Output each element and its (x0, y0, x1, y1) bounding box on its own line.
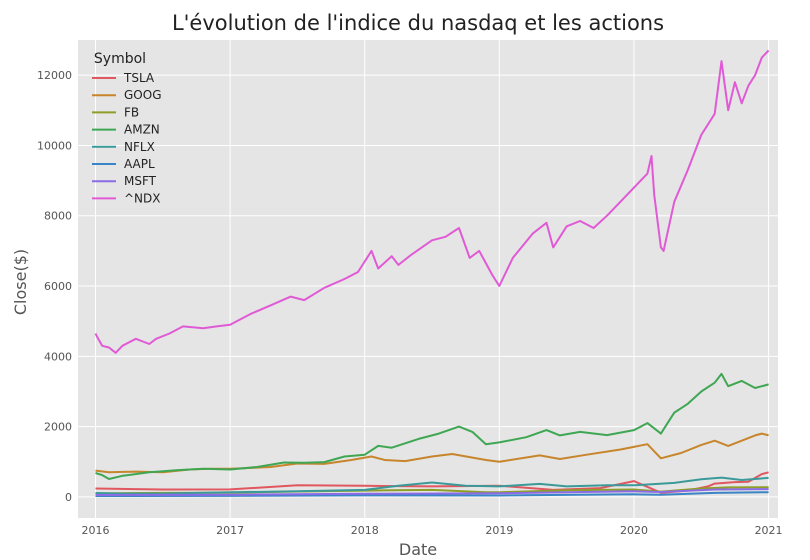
plot-area (78, 40, 778, 518)
legend-entry: GOOG (124, 88, 162, 102)
series-line-ndx (94, 49, 770, 354)
legend-entry: AAPL (124, 157, 155, 171)
series-line-msft (95, 488, 769, 496)
chart-title: L'évolution de l'indice du nasdaq et les… (172, 11, 664, 35)
x-tick-label: 2017 (216, 524, 244, 537)
y-tick-label: 12000 (37, 69, 72, 82)
y-tick-label: 6000 (44, 280, 72, 293)
legend-entry: AMZN (124, 123, 160, 137)
y-axis-label: Close($) (11, 249, 30, 315)
legend-entry: ^NDX (124, 191, 161, 205)
x-tick-label: 2019 (485, 524, 513, 537)
legend-entry: MSFT (124, 174, 157, 188)
legend-title: Symbol (94, 51, 146, 67)
x-tick-label: 2018 (351, 524, 379, 537)
y-axis-ticks: 0 2000 4000 6000 8000 10000 12000 (37, 69, 72, 504)
grid-lines (78, 40, 778, 518)
x-tick-label: 2016 (82, 524, 110, 537)
x-axis-ticks: 2016 2017 2018 2019 2020 2021 (82, 524, 783, 537)
series-line-aapl (95, 491, 769, 497)
legend-entry: FB (124, 105, 139, 119)
series-line-amzn (95, 372, 769, 480)
series-layer (94, 49, 770, 497)
x-tick-label: 2021 (755, 524, 783, 537)
legend-entry: NFLX (124, 140, 155, 154)
y-tick-label: 8000 (44, 210, 72, 223)
x-axis-label: Date (399, 540, 437, 559)
legend-entry: TSLA (123, 71, 155, 85)
series-line-nflx (95, 476, 769, 495)
y-tick-label: 0 (65, 491, 72, 504)
legend: Symbol TSLA GOOG FB AMZN NFLX AAPL MSFT ^NDX (92, 51, 162, 205)
y-tick-label: 10000 (37, 139, 72, 152)
x-tick-label: 2020 (620, 524, 648, 537)
y-tick-label: 2000 (44, 421, 72, 434)
y-tick-label: 4000 (44, 350, 72, 363)
